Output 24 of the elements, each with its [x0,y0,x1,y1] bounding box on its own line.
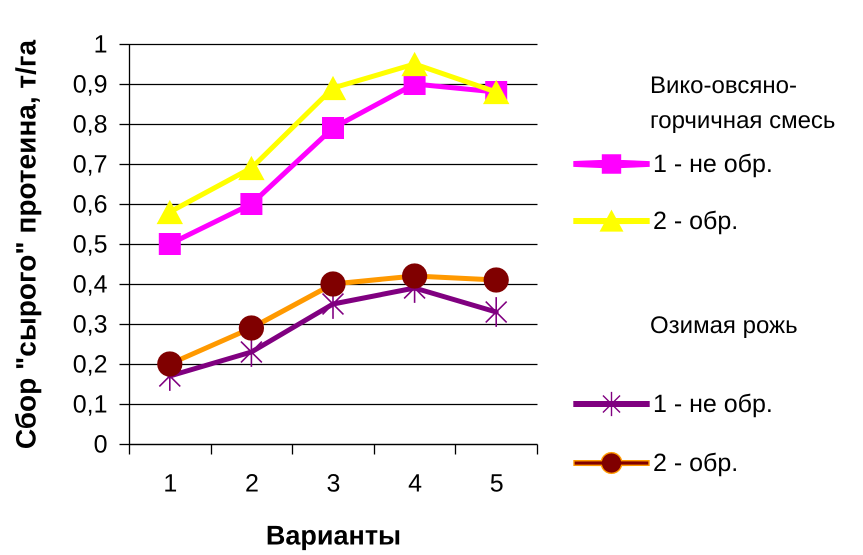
x-axis-title: Варианты [266,520,402,550]
x-tick-label: 3 [326,470,340,498]
legend-label: 1 - не обр. [653,150,773,178]
y-tick-label: 0,4 [72,270,108,298]
text: Вико-овсяно-горчичная смесь [650,72,836,134]
y-tick-label: 0,5 [72,230,108,258]
y-tick-label: 1 [94,30,108,58]
y-axis-title: Сбор "сырого" протеина, т/га [10,39,42,450]
legend-label: 1 - не обр. [653,390,773,418]
x-tick-label: 1 [163,470,178,498]
y-tick-label: 0,7 [72,150,108,178]
legend-label: 2 - обр. [653,449,738,477]
x-tick-label: 2 [244,470,259,498]
y-tick-label: 0,8 [72,110,108,138]
y-tick-label: 0,2 [72,350,108,378]
x-tick-label: 5 [490,470,504,498]
y-tick-label: 0,3 [72,310,108,338]
x-tick-label: 4 [408,470,422,498]
legend-label: 2 - обр. [653,207,738,235]
y-tick-label: 0 [94,430,108,458]
text: Озимая рожь [650,312,798,339]
y-tick-label: 0,1 [72,390,108,418]
y-tick-label: 0,9 [72,70,108,98]
y-tick-label: 0,6 [72,190,108,218]
